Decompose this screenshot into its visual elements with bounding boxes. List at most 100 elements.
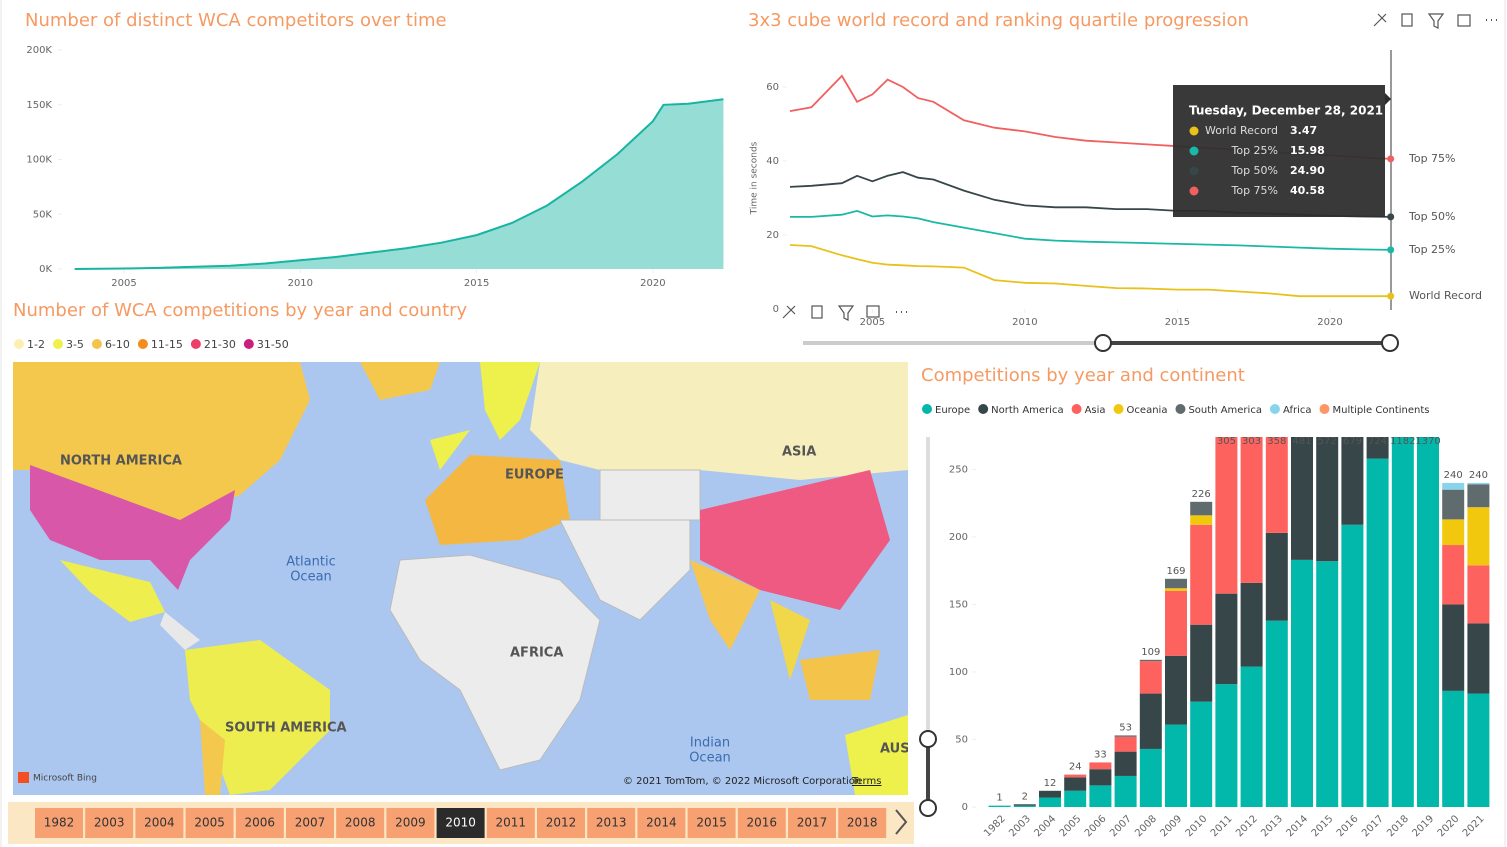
legend-label: 6-10: [105, 338, 130, 351]
year-button[interactable]: [737, 808, 786, 838]
scroll-handle[interactable]: [919, 799, 937, 817]
country[interactable]: [200, 720, 225, 795]
x-tick-label: 2020: [1317, 317, 1342, 328]
year-label: 2005: [194, 816, 225, 830]
bar-segment: [1064, 774, 1087, 778]
map[interactable]: NORTH AMERICA EUROPE ASIA Atlantic Ocean…: [13, 362, 919, 795]
bar-segment: [1064, 790, 1087, 807]
copy-icon[interactable]: [811, 305, 823, 319]
legend-label: 1-2: [27, 338, 45, 351]
tooltip-box: [1173, 85, 1385, 217]
legend-swatch: [52, 339, 63, 349]
year-button[interactable]: [486, 808, 535, 838]
y-tick-label: 150: [949, 599, 968, 610]
year-button[interactable]: [637, 808, 686, 838]
country[interactable]: [800, 650, 880, 700]
x-tick-label: 2015: [1165, 317, 1190, 328]
focus-icon[interactable]: [866, 305, 880, 318]
legend-swatch: [1113, 404, 1124, 414]
bar-segment: [1467, 484, 1490, 508]
year-label: 2003: [94, 816, 125, 830]
hover-point: [1387, 246, 1395, 254]
year-button[interactable]: [235, 808, 284, 838]
copy-icon[interactable]: [1401, 13, 1413, 27]
total-label: 240: [1469, 470, 1488, 481]
country[interactable]: [360, 362, 440, 400]
legend-label: Multiple Continents: [1332, 405, 1429, 416]
year-label: 2008: [345, 816, 376, 830]
bar-segment: [1039, 797, 1061, 807]
country[interactable]: [599, 469, 701, 521]
scroll-handle[interactable]: [919, 730, 937, 748]
country[interactable]: [770, 600, 810, 680]
country[interactable]: [30, 465, 235, 590]
hover-point: [1387, 213, 1395, 221]
bar-segment: [1442, 489, 1465, 520]
year-button[interactable]: [687, 808, 736, 838]
year-button[interactable]: [386, 808, 435, 838]
bar-segment: [1341, 437, 1364, 525]
legend-swatch: [1269, 404, 1280, 414]
pin-icon[interactable]: [1373, 13, 1387, 27]
legend-label: South America: [1188, 405, 1262, 416]
year-button[interactable]: [788, 808, 836, 838]
country[interactable]: [430, 430, 470, 470]
country[interactable]: [60, 560, 165, 622]
map-label: Ocean: [290, 570, 332, 585]
year-label: 2015: [696, 816, 727, 830]
country[interactable]: [160, 612, 200, 650]
year-button[interactable]: [185, 808, 234, 838]
slider-handle[interactable]: [1381, 334, 1399, 352]
country[interactable]: [13, 362, 310, 520]
bar-segment: [1467, 565, 1490, 624]
filter-icon[interactable]: [1427, 13, 1445, 29]
tooltip-value: 3.47: [1290, 124, 1317, 137]
bar-segment: [1215, 684, 1238, 807]
line: [789, 244, 1391, 298]
legend-label: Africa: [1283, 405, 1312, 416]
bar-segment: [1291, 559, 1313, 807]
year-button[interactable]: [838, 808, 887, 838]
year-button[interactable]: [336, 808, 385, 838]
country[interactable]: [425, 455, 570, 545]
country[interactable]: [389, 554, 601, 771]
year-label: 2011: [496, 816, 527, 830]
pin-icon[interactable]: [782, 305, 796, 319]
series-label: Top 75%: [1408, 152, 1456, 165]
year-button[interactable]: [587, 808, 636, 838]
total-label: 53: [1119, 722, 1132, 733]
year-button[interactable]: [436, 808, 485, 838]
tooltip-value: 40.58: [1290, 184, 1325, 197]
bar-segment: [1064, 777, 1087, 791]
legend-label: 3-5: [66, 338, 84, 351]
provider-logo: [18, 772, 29, 783]
y-tick-label: 200: [949, 532, 968, 543]
bar-segment: [1013, 804, 1036, 806]
year-button[interactable]: [35, 808, 83, 838]
country[interactable]: [700, 470, 890, 610]
bar-segment: [1165, 655, 1187, 725]
country[interactable]: [690, 560, 760, 650]
bar-segment: [1442, 482, 1465, 490]
terms-link[interactable]: Terms: [851, 776, 881, 787]
country[interactable]: [845, 715, 908, 795]
year-button[interactable]: [85, 808, 134, 838]
country[interactable]: [480, 362, 540, 440]
bar-segment: [1190, 624, 1213, 702]
year-button[interactable]: [135, 808, 184, 838]
slider-handle[interactable]: [1094, 334, 1112, 352]
focus-icon[interactable]: [1457, 14, 1471, 27]
country[interactable]: [530, 362, 908, 480]
year-button[interactable]: [537, 808, 585, 838]
year-button[interactable]: [286, 808, 334, 838]
legend-label: 11-15: [151, 338, 183, 351]
bar-segment: [1013, 805, 1036, 807]
year-label: 2013: [596, 816, 627, 830]
slicer-next[interactable]: [895, 809, 908, 835]
y-tick-label: 0: [773, 304, 779, 315]
legend-swatch: [1071, 404, 1082, 414]
chart-title: 3x3 cube world record and ranking quarti…: [748, 10, 1249, 31]
x-tick-label: 2010: [1012, 317, 1037, 328]
filter-icon[interactable]: [837, 305, 855, 321]
tooltip: Tuesday, December 28, 2021 World Record 3.…: [1173, 85, 1391, 217]
